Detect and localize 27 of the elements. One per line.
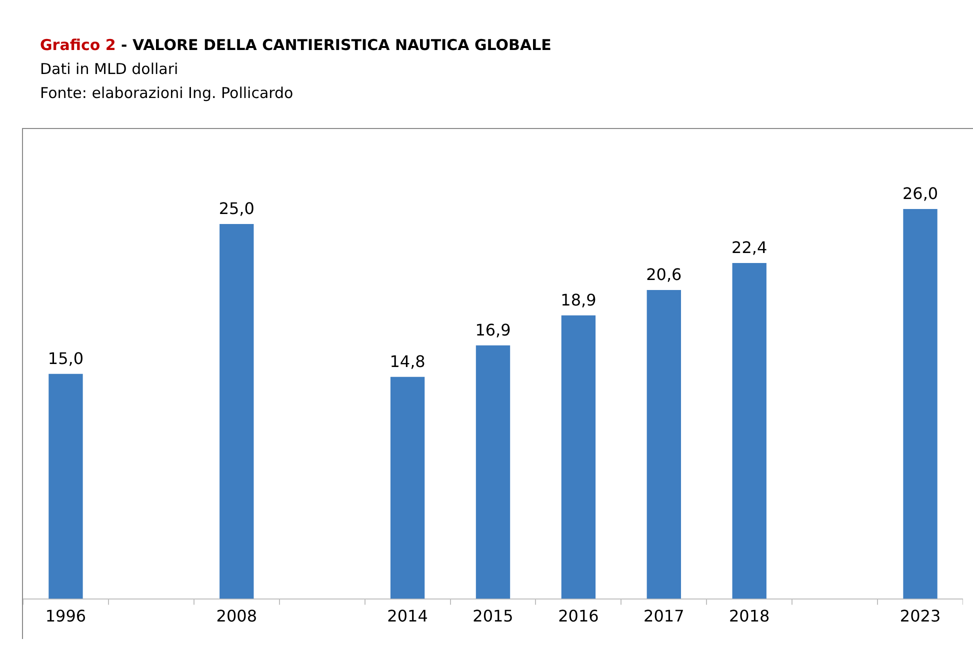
data-label: 14,8 (390, 352, 426, 372)
data-label: 26,0 (902, 184, 938, 204)
bar (646, 290, 681, 599)
chart-title: Grafico 2 - VALORE DELLA CANTIERISTICA NAUTICA GLOBALE (40, 36, 552, 54)
x-tick-label: 2008 (216, 606, 257, 626)
x-tick-label: 2023 (900, 606, 941, 626)
x-tick-label: 2015 (472, 606, 514, 626)
data-label: 20,6 (646, 265, 682, 284)
data-label: 18,9 (560, 290, 596, 310)
bar (561, 315, 596, 599)
x-tick-label: 2014 (387, 606, 428, 626)
data-label: 22,4 (732, 238, 768, 258)
bar (476, 345, 510, 599)
data-label: 15,0 (48, 349, 84, 368)
x-tick-label: 2016 (558, 606, 599, 626)
x-tick-label: 2018 (729, 606, 770, 626)
bar (903, 208, 938, 599)
x-tick-label: 2017 (644, 606, 684, 626)
bar (390, 376, 425, 599)
chart-subtitle: Dati in MLD dollari (40, 60, 178, 78)
data-label: 25,0 (218, 199, 254, 218)
x-tick-label: 1996 (45, 606, 86, 626)
bar (732, 262, 766, 599)
bar (48, 374, 83, 599)
data-label: 16,9 (475, 320, 511, 340)
bar (220, 224, 254, 599)
source-note: Fonte: elaborazioni Ing. Pollicardo (40, 84, 294, 102)
